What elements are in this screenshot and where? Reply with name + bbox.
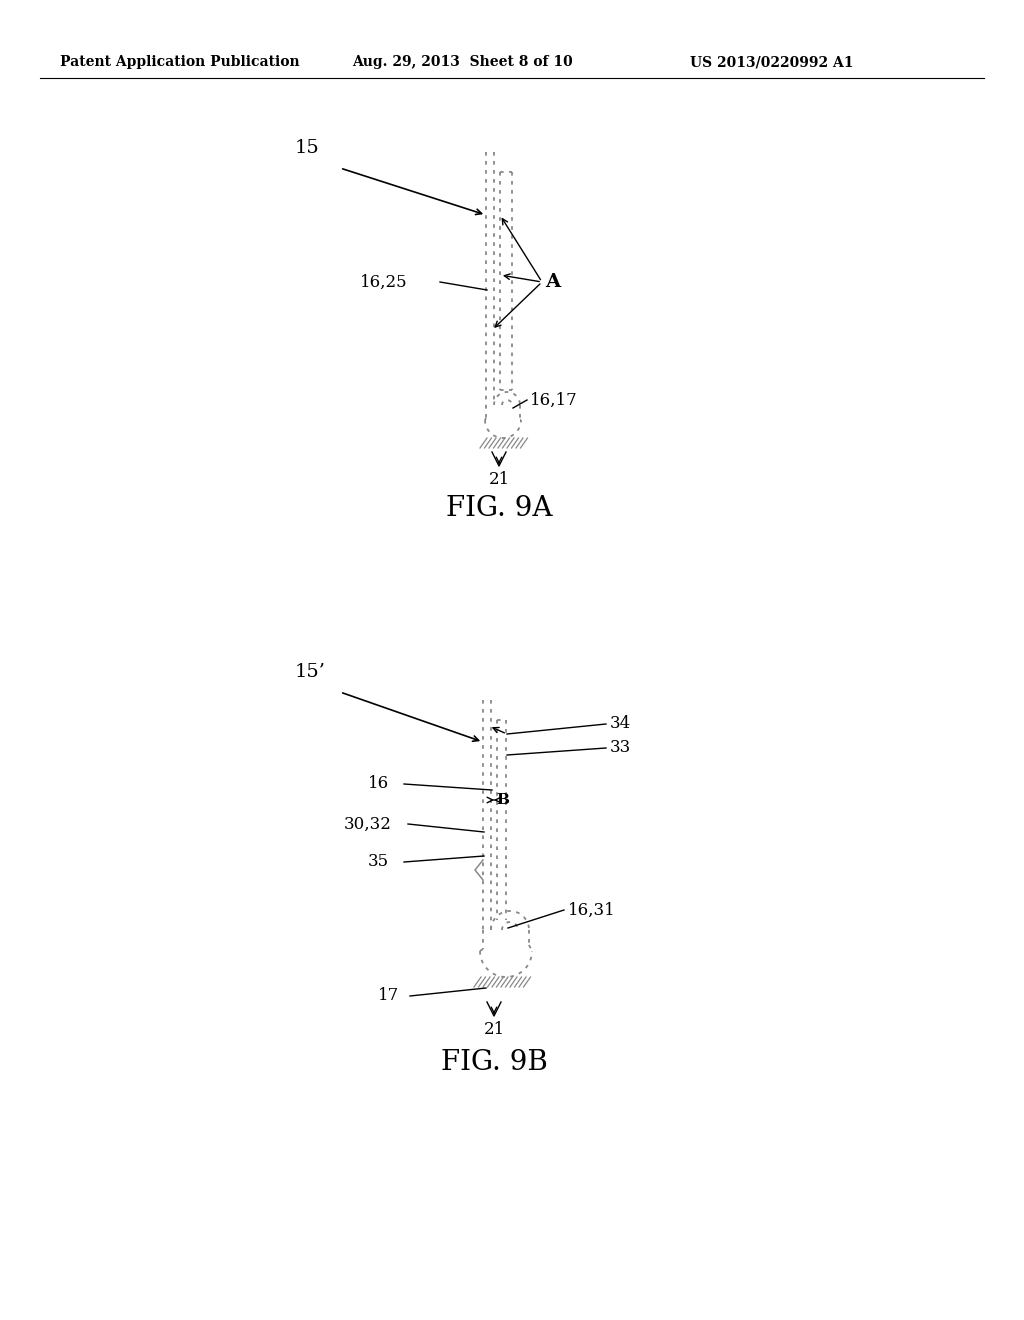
Text: 16,25: 16,25 <box>360 273 408 290</box>
Text: B: B <box>496 793 509 807</box>
Text: Aug. 29, 2013  Sheet 8 of 10: Aug. 29, 2013 Sheet 8 of 10 <box>351 55 572 69</box>
Text: Patent Application Publication: Patent Application Publication <box>60 55 300 69</box>
Text: US 2013/0220992 A1: US 2013/0220992 A1 <box>690 55 853 69</box>
Text: 15’: 15’ <box>295 663 326 681</box>
Text: 15: 15 <box>295 139 319 157</box>
Text: 35: 35 <box>368 854 389 870</box>
Text: FIG. 9B: FIG. 9B <box>440 1048 548 1076</box>
Text: 34: 34 <box>610 715 631 733</box>
Text: 17: 17 <box>378 987 399 1005</box>
Text: 16: 16 <box>368 776 389 792</box>
Text: 21: 21 <box>488 471 510 488</box>
Text: 33: 33 <box>610 739 631 756</box>
Text: 16,17: 16,17 <box>530 392 578 408</box>
Text: 16,31: 16,31 <box>568 902 615 919</box>
Text: FIG. 9A: FIG. 9A <box>445 495 552 521</box>
Text: 30,32: 30,32 <box>344 816 392 833</box>
Text: A: A <box>545 273 560 290</box>
Text: 21: 21 <box>483 1022 505 1039</box>
